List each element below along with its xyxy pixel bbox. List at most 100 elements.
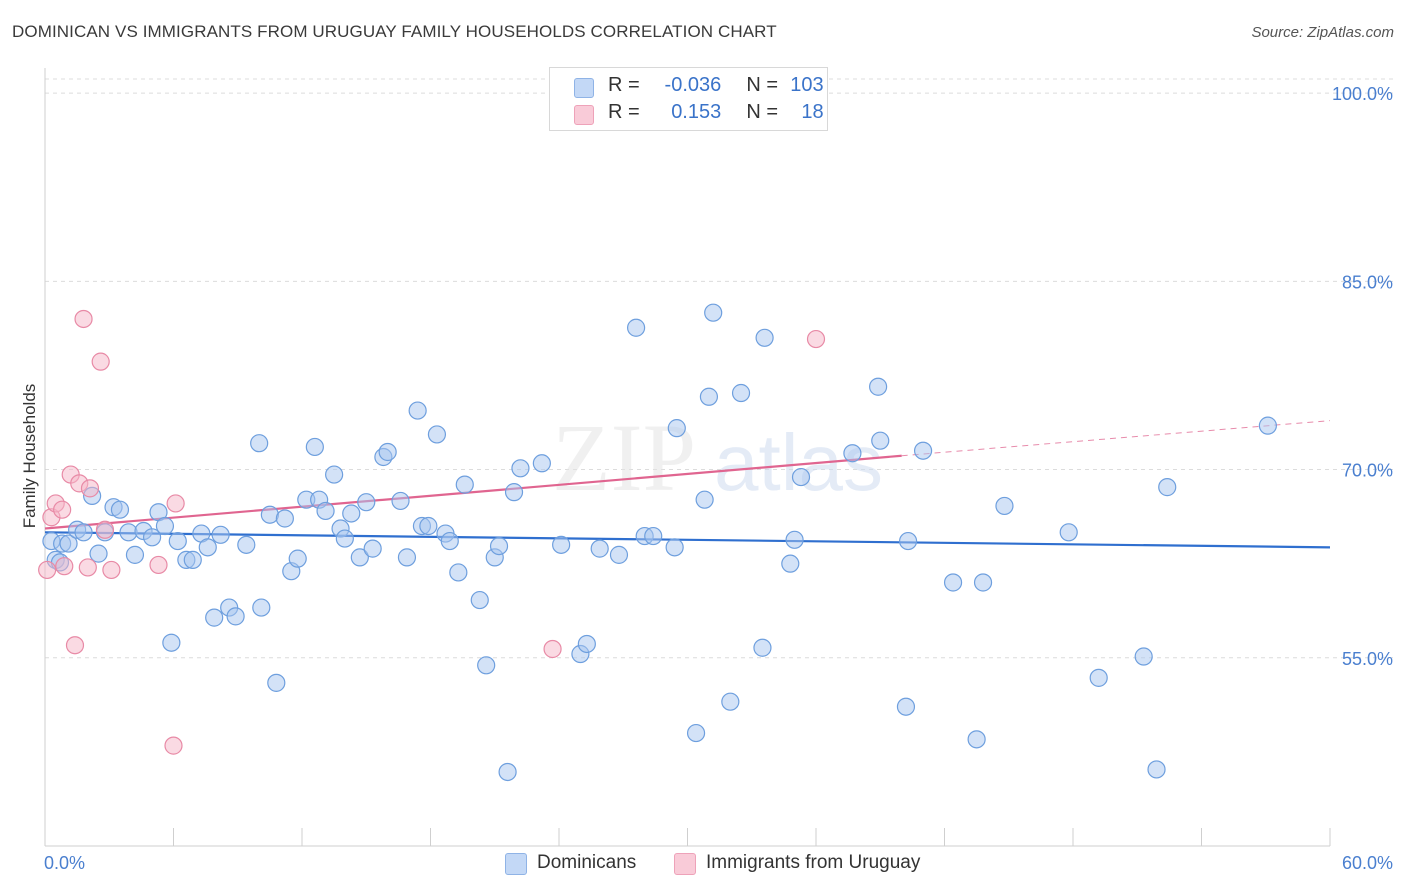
uruguay-point [91, 352, 110, 371]
dominican-point [504, 483, 524, 502]
dominican-point [898, 531, 918, 551]
dominican-points [42, 303, 1277, 782]
dominican-point [644, 526, 663, 546]
dominican-point [305, 437, 324, 457]
chart-title: DOMINICAN VS IMMIGRANTS FROM URUGUAY FAM… [12, 22, 777, 41]
dominican-point [967, 730, 986, 749]
dominican-point [995, 496, 1014, 516]
watermark-atlas: atlas [714, 418, 883, 507]
y-tick-label: 85.0% [1342, 272, 1393, 292]
dominican-point [489, 536, 509, 556]
series-swatch-uruguay [674, 853, 696, 875]
dominican-point [237, 535, 256, 554]
series-label-uruguay: Immigrants from Uruguay [706, 852, 921, 873]
dominican-point [896, 697, 916, 716]
dominican-point [335, 529, 354, 548]
dominican-point [791, 467, 811, 487]
y-tick-label: 70.0% [1342, 461, 1393, 481]
dominican-point [477, 656, 496, 675]
dominican-point [470, 590, 489, 610]
uruguay-point [78, 558, 97, 577]
uruguay-point [65, 636, 85, 655]
dominican-point [455, 475, 474, 494]
y-tick-label: 55.0% [1342, 649, 1393, 669]
dominican-point [397, 548, 417, 567]
dominican-point [275, 509, 294, 528]
dominican-point [1147, 760, 1166, 779]
dominican-point [609, 545, 629, 564]
dominican-point [205, 608, 224, 627]
dominican-point [408, 401, 427, 420]
legend-n-label: N = [746, 101, 779, 123]
dominican-point [162, 633, 181, 652]
uruguay-point [102, 560, 121, 580]
legend-swatch-dominicans [574, 78, 594, 98]
dominican-point [781, 554, 800, 573]
dominican-point [973, 573, 993, 592]
dominican-point [1134, 647, 1153, 666]
dominican-point [577, 634, 596, 654]
dominican-point [721, 692, 740, 711]
legend-n-value: 103 [790, 74, 824, 96]
dominican-point [913, 441, 933, 460]
uruguay-point [74, 309, 93, 329]
dominican-point [198, 538, 217, 557]
dominican-point [843, 444, 862, 463]
dominican-point [316, 501, 335, 521]
dominican-point [943, 573, 963, 592]
dominican-point [1059, 523, 1078, 542]
dominican-point [731, 383, 751, 403]
legend-n-label: N = [746, 74, 779, 96]
dominican-point [511, 459, 530, 478]
dominican-point [552, 535, 571, 554]
x-tick-labels: 0.0% 60.0% [44, 853, 1393, 873]
trend-lines [44, 420, 1331, 549]
dominican-point [267, 673, 286, 692]
dominican-point [74, 523, 93, 542]
uruguay-point [55, 557, 74, 576]
dominican-point [869, 377, 888, 396]
watermark: ZIP atlas [552, 404, 883, 511]
chart-source: Source: ZipAtlas.com [1251, 24, 1394, 41]
correlation-legend: R = -0.036 N = 103 R = 0.153 N = 18 [549, 67, 828, 131]
dominican-point [363, 539, 382, 558]
dominican-point [532, 454, 551, 473]
uruguay-point [166, 494, 185, 513]
dominican-point [449, 563, 468, 582]
dominican-point [667, 419, 686, 438]
dominican-point [498, 762, 517, 782]
gridlines [45, 78, 1394, 659]
dominican-point [1158, 478, 1177, 497]
uruguay-point [164, 736, 183, 755]
dominican-point [183, 550, 202, 569]
dominican-point [89, 544, 108, 563]
legend-n-value: 18 [801, 101, 824, 123]
uruguay-trend-line [44, 454, 902, 530]
uruguay-trend-extension [901, 420, 1331, 457]
series-swatch-dominicans [505, 853, 527, 875]
x-tick-label: 0.0% [44, 853, 85, 873]
dominican-point [325, 465, 344, 484]
uruguay-points [38, 309, 826, 755]
dominican-point [142, 528, 162, 547]
dominican-point [357, 493, 376, 512]
dominican-point [427, 425, 447, 444]
dominican-point [699, 387, 719, 406]
legend-swatch-uruguay [574, 105, 594, 125]
dominican-point [695, 490, 714, 509]
dominican-trend-line [44, 531, 1331, 549]
dominican-point [440, 531, 459, 551]
dominican-point [590, 539, 609, 558]
dominican-point [785, 530, 804, 549]
dominican-point [871, 431, 890, 450]
dominican-point [252, 598, 271, 617]
dominican-point [125, 545, 145, 564]
uruguay-point [149, 555, 168, 575]
dominican-point [155, 516, 175, 536]
dominican-point [110, 500, 130, 519]
dominican-point [1258, 416, 1277, 435]
y-tick-label: 100.0% [1332, 84, 1393, 104]
dominican-point [342, 504, 361, 523]
dominican-point [211, 525, 230, 544]
